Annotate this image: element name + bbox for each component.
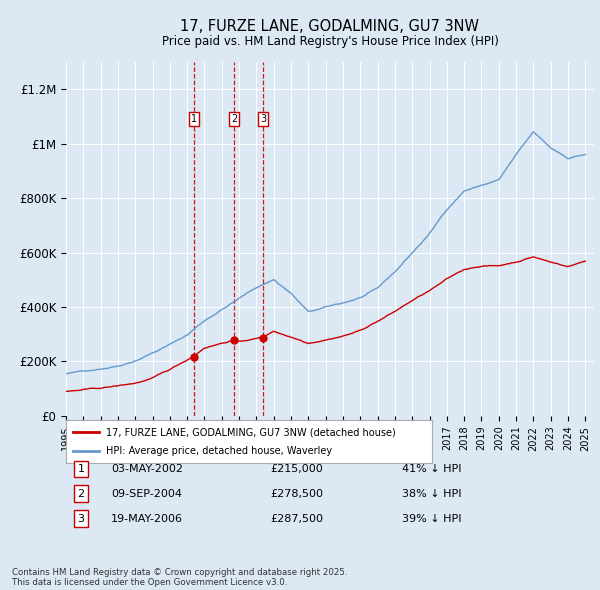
Text: 3: 3	[260, 114, 266, 124]
Text: 41% ↓ HPI: 41% ↓ HPI	[402, 464, 461, 474]
Text: 03-MAY-2002: 03-MAY-2002	[111, 464, 183, 474]
Text: 2: 2	[231, 114, 237, 124]
Text: 3: 3	[77, 514, 85, 523]
Text: HPI: Average price, detached house, Waverley: HPI: Average price, detached house, Wave…	[106, 446, 332, 456]
Text: Contains HM Land Registry data © Crown copyright and database right 2025.
This d: Contains HM Land Registry data © Crown c…	[12, 568, 347, 587]
Text: £278,500: £278,500	[270, 489, 323, 499]
Text: £215,000: £215,000	[270, 464, 323, 474]
Text: 38% ↓ HPI: 38% ↓ HPI	[402, 489, 461, 499]
Text: 39% ↓ HPI: 39% ↓ HPI	[402, 514, 461, 523]
Text: £287,500: £287,500	[270, 514, 323, 523]
Text: 17, FURZE LANE, GODALMING, GU7 3NW (detached house): 17, FURZE LANE, GODALMING, GU7 3NW (deta…	[106, 427, 396, 437]
Text: 19-MAY-2006: 19-MAY-2006	[111, 514, 183, 523]
Text: 1: 1	[191, 114, 197, 124]
Text: 09-SEP-2004: 09-SEP-2004	[111, 489, 182, 499]
Text: 17, FURZE LANE, GODALMING, GU7 3NW: 17, FURZE LANE, GODALMING, GU7 3NW	[181, 19, 479, 34]
Text: 2: 2	[77, 489, 85, 499]
Text: 1: 1	[77, 464, 85, 474]
Text: Price paid vs. HM Land Registry's House Price Index (HPI): Price paid vs. HM Land Registry's House …	[161, 35, 499, 48]
